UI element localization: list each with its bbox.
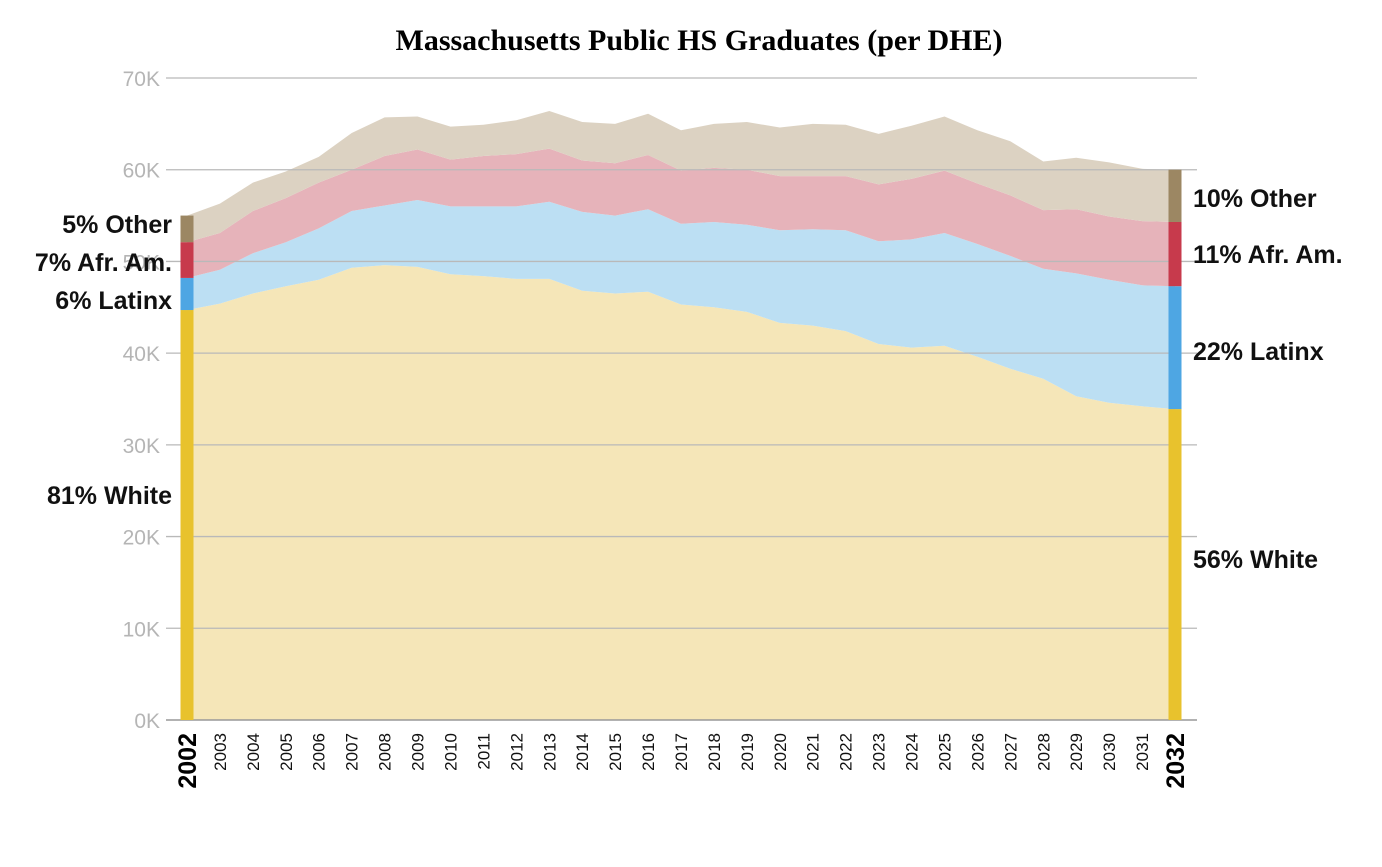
y-tick-label: 50K — [123, 251, 160, 274]
x-tick-label: 2002 — [174, 733, 202, 789]
x-tick-label: 2005 — [277, 733, 296, 771]
bar-other-2002 — [180, 215, 194, 243]
bar-other-2032 — [1168, 169, 1182, 222]
start-label-latinx: 6% Latinx — [55, 287, 172, 315]
area-white — [187, 265, 1175, 720]
x-tick-label: 2018 — [705, 733, 724, 771]
x-tick-label: 2007 — [343, 733, 362, 771]
bar-afr_am-2032 — [1168, 221, 1182, 287]
y-tick-label: 0K — [134, 710, 160, 733]
bar-latinx-2032 — [1168, 286, 1182, 410]
end-label-other: 10% Other — [1193, 185, 1317, 213]
start-label-white: 81% White — [47, 482, 172, 510]
end-label-afr_am: 11% Afr. Am. — [1193, 241, 1343, 269]
x-tick-label: 2021 — [804, 733, 823, 771]
end-label-white: 56% White — [1193, 546, 1318, 574]
chart-title: Massachusetts Public HS Graduates (per D… — [395, 24, 1003, 57]
area-other — [187, 111, 1175, 243]
start-label-afr_am: 7% Afr. Am. — [35, 249, 172, 277]
bar-white-2032 — [1168, 409, 1182, 720]
bar-white-2002 — [180, 310, 194, 720]
x-tick-label: 2030 — [1100, 733, 1119, 771]
x-axis-ticks: 2002 2003 2004 2005 2006 2007 2008 2009 2010 2011… — [174, 733, 1190, 789]
endpoint-bars — [180, 169, 1182, 720]
x-tick-label: 2013 — [540, 733, 559, 771]
x-tick-label: 2020 — [771, 733, 790, 771]
x-tick-label: 2017 — [672, 733, 691, 771]
x-tick-label: 2026 — [968, 733, 987, 771]
x-tick-label: 2032 — [1162, 733, 1190, 789]
x-tick-label: 2029 — [1067, 733, 1086, 771]
y-tick-label: 70K — [123, 68, 160, 91]
x-tick-label: 2015 — [606, 733, 625, 771]
y-tick-label: 60K — [123, 160, 160, 183]
area-latinx — [187, 200, 1175, 410]
x-tick-label: 2016 — [639, 733, 658, 771]
y-tick-label: 10K — [123, 618, 160, 641]
x-tick-label: 2031 — [1133, 733, 1152, 771]
x-tick-label: 2004 — [244, 733, 263, 771]
x-tick-label: 2028 — [1034, 733, 1053, 771]
stacked-areas — [187, 111, 1175, 720]
area-afr_am — [187, 148, 1175, 287]
x-tick-label: 2003 — [211, 733, 230, 771]
x-tick-label: 2025 — [935, 733, 954, 771]
bar-afr_am-2002 — [180, 242, 194, 278]
end-label-latinx: 22% Latinx — [1193, 338, 1324, 366]
y-tick-label: 20K — [123, 527, 160, 550]
x-tick-label: 2019 — [738, 733, 757, 771]
x-tick-label: 2010 — [441, 733, 460, 771]
x-tick-label: 2024 — [903, 733, 922, 771]
x-tick-label: 2006 — [310, 733, 329, 771]
gridlines — [166, 77, 1197, 721]
y-tick-label: 30K — [123, 435, 160, 458]
x-tick-label: 2012 — [507, 733, 526, 771]
endpoint-labels: 81% White 6% Latinx 7% Afr. Am. 5% Other 56%… — [35, 185, 1343, 574]
x-tick-label: 2022 — [837, 733, 856, 771]
y-axis-ticks: 0K 10K 20K 30K 40K 50K 60K 70K — [123, 68, 160, 733]
x-tick-label: 2009 — [409, 733, 428, 771]
bar-latinx-2002 — [180, 277, 194, 311]
y-tick-label: 40K — [123, 343, 160, 366]
x-tick-label: 2023 — [870, 733, 889, 771]
start-label-other: 5% Other — [62, 211, 172, 239]
x-tick-label: 2008 — [376, 733, 395, 771]
x-tick-label: 2014 — [573, 733, 592, 771]
x-tick-label: 2011 — [474, 733, 493, 770]
x-tick-label: 2027 — [1001, 733, 1020, 771]
